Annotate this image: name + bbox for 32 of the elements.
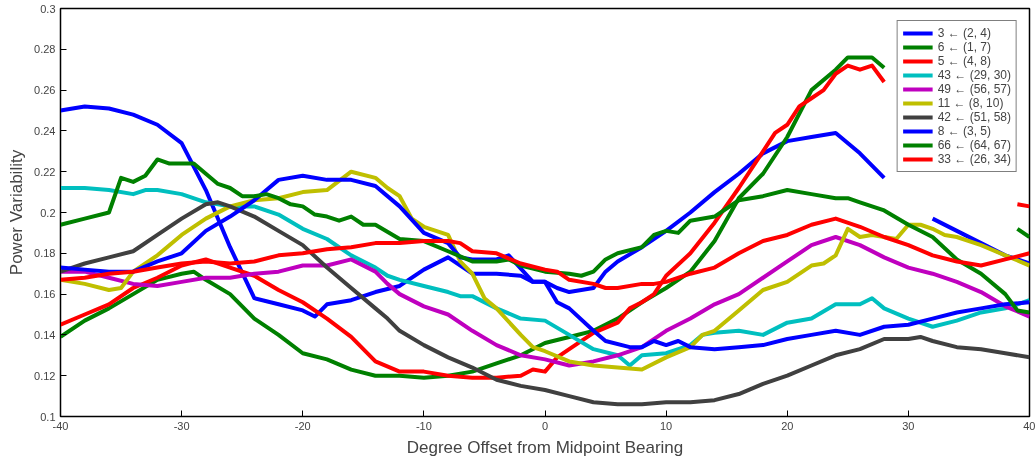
legend-label: 5 ← (4, 8) <box>937 54 991 68</box>
y-tick-label: 0.28 <box>34 43 56 56</box>
y-axis-title: Power Variability <box>7 149 27 276</box>
line-series <box>60 200 1030 407</box>
y-tick-label: 0.16 <box>34 288 56 301</box>
legend-label: 42 ← (51, 58) <box>937 110 1011 124</box>
y-tick-label: 0.3 <box>40 2 56 15</box>
x-tick-label: -30 <box>173 419 190 432</box>
y-tick-label: 0.24 <box>34 124 56 137</box>
x-tick-label: 10 <box>660 419 673 432</box>
x-tick-label: 40 <box>1023 419 1035 432</box>
x-tick-label: 30 <box>902 419 915 432</box>
y-tick-label: 0.22 <box>34 165 56 178</box>
legend-label: 8 ← (3, 5) <box>937 124 991 138</box>
x-tick-label: 20 <box>781 419 794 432</box>
y-tick-label: 0.2 <box>40 206 56 219</box>
x-tick-label: 0 <box>541 419 549 432</box>
legend-label: 43 ← (29, 30) <box>937 68 1011 82</box>
legend-label: 33 ← (26, 34) <box>937 152 1011 166</box>
y-tick-label: 0.18 <box>34 247 56 260</box>
x-tick-label: -10 <box>415 419 432 432</box>
y-tick-label: 0.12 <box>34 369 56 382</box>
legend-label: 49 ← (56, 57) <box>937 82 1011 96</box>
y-tick-label: 0.26 <box>34 84 56 97</box>
x-axis-title: Degree Offset from Midpoint Bearing <box>406 437 684 457</box>
legend-label: 11 ← (8, 10) <box>937 96 1004 110</box>
legend-label: 6 ← (1, 7) <box>937 40 991 54</box>
legend-label: 3 ← (2, 4) <box>937 26 991 40</box>
y-tick-label: 0.14 <box>34 328 56 341</box>
x-tick-label: -20 <box>294 419 311 432</box>
legend-label: 66 ← (64, 67) <box>937 138 1011 152</box>
line-series <box>60 234 1030 368</box>
